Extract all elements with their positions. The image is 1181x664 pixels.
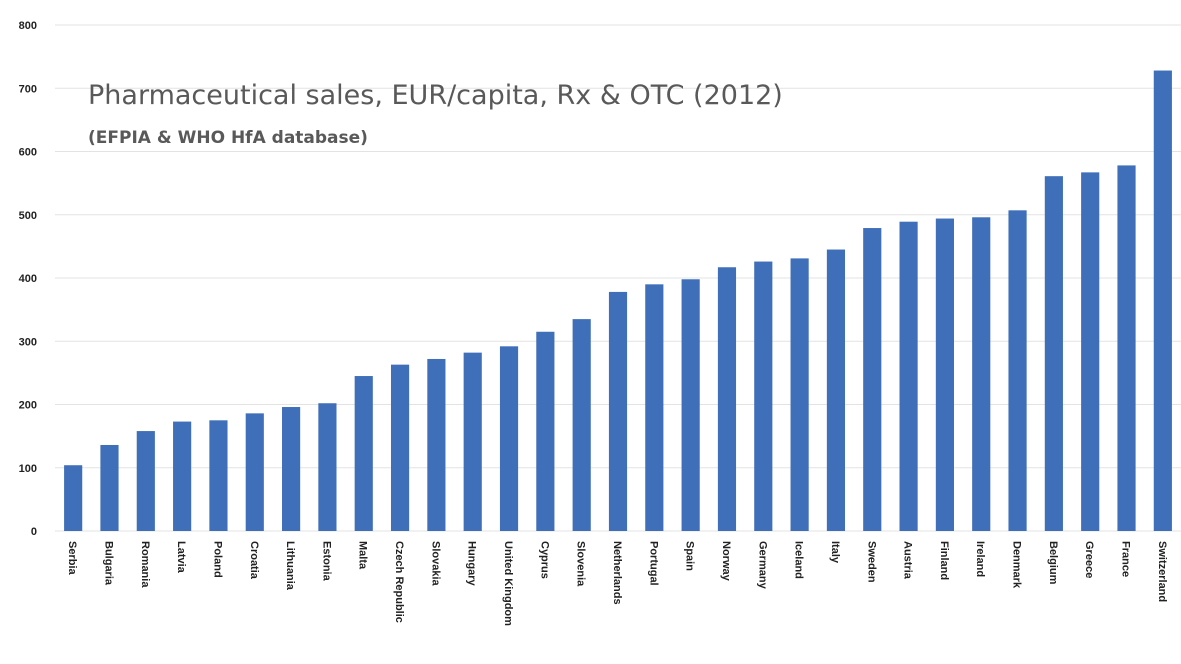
bar [717,267,737,531]
y-tick-label: 600 [19,147,37,159]
bar [209,420,228,531]
x-tick-label: Czech Republic [393,541,405,623]
x-tick-label: Croatia [248,541,260,580]
y-tick-label: 0 [31,526,37,538]
bar [463,352,482,531]
chart-title: Pharmaceutical sales, EUR/capita, Rx & O… [88,80,783,111]
bar [572,319,591,531]
x-tick-label: Cyprus [538,541,550,579]
x-tick-label: Estonia [320,541,332,582]
bar [100,444,119,531]
bar [681,279,700,531]
bar [536,331,555,531]
x-tick-label: Austria [902,541,914,580]
x-tick-label: Netherlands [611,541,623,605]
x-tick-label: Latvia [175,541,187,574]
chart-subtitle: (EFPIA & WHO HfA database) [88,128,368,148]
x-tick-label: Sweden [865,541,877,583]
bar [645,284,664,531]
y-tick-label: 400 [19,273,37,285]
bar [354,376,373,531]
x-tick-label: Portugal [647,541,659,586]
bar [64,465,83,531]
y-tick-label: 800 [19,20,37,32]
bar [318,403,337,531]
x-tick-label: Finland [938,541,950,580]
bar [899,221,918,531]
x-tick-label: Switzerland [1156,541,1168,602]
x-tick-label: Greece [1083,541,1095,578]
x-tick-label: Italy [829,541,841,564]
y-tick-label: 500 [19,210,37,222]
x-tick-label: Hungary [466,541,478,587]
y-tick-label: 300 [19,336,37,348]
x-tick-label: United Kingdom [502,541,514,626]
bar [245,413,264,531]
x-tick-label: Malta [357,541,369,570]
bar [282,407,301,531]
gridlines [55,24,1181,532]
y-tick-label: 700 [19,83,37,95]
bar [499,346,519,531]
x-tick-label: Denmark [1011,541,1023,589]
bar [754,261,773,531]
x-tick-label: Slovakia [429,541,441,587]
bars [64,70,1172,532]
bar [608,291,628,531]
x-tick-label: France [1120,541,1132,577]
bar [826,249,846,531]
x-tick-label: Belgium [1047,541,1059,585]
bar [935,218,954,532]
bar [1117,165,1136,532]
bar [1153,70,1172,531]
bar [1081,172,1100,531]
x-tick-label: Slovenia [575,541,587,587]
x-tick-label: Spain [684,541,696,571]
x-tick-label: Norway [720,541,732,582]
x-axis-ticks: Serbia Bulgaria Romania Latvia Poland Croatia… [66,541,1168,626]
y-tick-label: 200 [19,400,37,412]
bar [390,364,410,531]
x-tick-label: Lithuania [284,541,296,591]
bar [1008,210,1027,531]
y-tick-label: 100 [19,463,37,475]
x-tick-label: Serbia [66,541,78,576]
x-tick-label: Iceland [793,541,805,579]
bar [173,421,192,531]
y-axis-ticks: 0 100 200 300 400 500 600 700 800 [19,20,37,538]
x-tick-label: Poland [211,541,223,578]
x-tick-label: Romania [139,541,151,588]
bar [136,431,155,531]
bar [1044,176,1063,532]
bar [863,228,882,531]
bar [972,217,991,531]
bar [427,358,446,531]
x-tick-label: Bulgaria [102,541,114,586]
x-tick-label: Ireland [974,541,986,577]
x-tick-label: Germany [756,541,768,590]
bar [790,258,809,531]
